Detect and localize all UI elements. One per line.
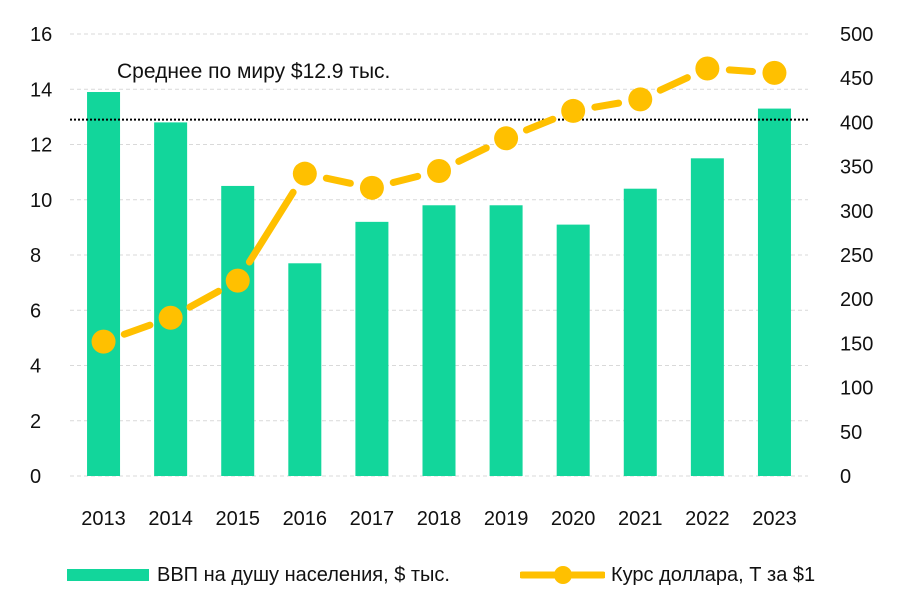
y-right-tick-label: 400 — [840, 112, 873, 134]
x-tick-label: 2015 — [215, 508, 260, 530]
legend-item-rate: Курс доллара, Т за $1 — [520, 560, 815, 590]
rate-point-2017 — [359, 175, 384, 200]
x-tick-label: 2023 — [752, 508, 797, 530]
rate-line-segment — [245, 188, 297, 266]
y-right-tick-label: 500 — [840, 24, 873, 46]
rate-point-2016 — [292, 161, 317, 186]
x-tick-label: 2019 — [484, 508, 529, 530]
x-tick-label: 2018 — [417, 508, 462, 530]
rate-line-segment — [120, 321, 154, 338]
y-left-tick-label: 8 — [30, 245, 41, 267]
bar-2018 — [422, 205, 456, 476]
bar-2023 — [757, 108, 791, 477]
y-left-tick-label: 16 — [30, 24, 52, 46]
x-tick-label: 2020 — [551, 508, 596, 530]
bar-2022 — [690, 158, 724, 476]
y-left-tick-label: 2 — [30, 411, 41, 433]
legend-swatch-bar — [67, 569, 149, 581]
bar-2020 — [556, 224, 590, 476]
bar-2013 — [87, 92, 121, 476]
rate-point-2014 — [158, 305, 183, 330]
y-left-tick-label: 6 — [30, 300, 41, 322]
bar-2021 — [623, 188, 657, 476]
rate-line-segment — [591, 99, 623, 111]
y-right-tick-label: 200 — [840, 289, 873, 311]
y-right-tick-label: 0 — [840, 466, 851, 488]
rate-point-2021 — [628, 87, 653, 112]
bar-2014 — [154, 122, 188, 477]
y-left-tick-label: 12 — [30, 135, 52, 157]
rate-line-segment — [725, 66, 757, 75]
x-tick-label: 2022 — [685, 508, 730, 530]
rate-point-2023 — [762, 60, 787, 85]
rate-point-2015 — [225, 268, 250, 293]
x-tick-label: 2014 — [148, 508, 193, 530]
x-tick-label: 2017 — [350, 508, 395, 530]
bar-2016 — [288, 263, 322, 476]
rate-point-2019 — [494, 126, 519, 151]
rate-line-segment — [455, 144, 490, 165]
y-right-tick-label: 300 — [840, 201, 873, 223]
y-right-tick-label: 350 — [840, 157, 873, 179]
world-average-label: Среднее по миру $12.9 тыс. — [117, 60, 390, 83]
rate-line-segment — [389, 172, 422, 186]
rate-point-2022 — [695, 56, 720, 81]
bar-2019 — [489, 205, 523, 476]
legend: ВВП на душу населения, $ тыс. Курс долла… — [0, 560, 902, 590]
bar-2015 — [221, 185, 255, 476]
rate-line-segment — [322, 174, 354, 187]
legend-swatch-line — [520, 566, 605, 584]
x-tick-label: 2013 — [81, 508, 126, 530]
rate-line-segment — [186, 287, 222, 311]
x-tick-label: 2016 — [283, 508, 328, 530]
y-right-tick-label: 150 — [840, 333, 873, 355]
rate-point-2013 — [91, 329, 116, 354]
rate-point-2020 — [561, 98, 586, 123]
y-left-tick-label: 0 — [30, 466, 41, 488]
y-right-tick-label: 50 — [840, 422, 862, 444]
y-left-tick-label: 4 — [30, 356, 41, 378]
x-tick-label: 2021 — [618, 508, 663, 530]
bar-2017 — [355, 221, 389, 476]
legend-item-gdp: ВВП на душу населения, $ тыс. — [67, 560, 450, 590]
rate-point-2018 — [427, 159, 451, 184]
legend-label-gdp: ВВП на душу населения, $ тыс. — [157, 563, 450, 586]
y-left-tick-label: 10 — [30, 190, 52, 212]
rate-line-segment — [522, 115, 557, 134]
y-right-tick-label: 100 — [840, 378, 873, 400]
rate-line-segment — [656, 74, 691, 94]
y-right-tick-label: 450 — [840, 68, 873, 90]
y-right-tick-label: 250 — [840, 245, 873, 267]
chart: 0 2 4 6 8 10 12 14 16 0 50 100 150 200 250 300 350 400 450… — [30, 24, 873, 530]
legend-label-rate: Курс доллара, Т за $1 — [611, 563, 816, 586]
y-left-tick-label: 14 — [30, 79, 52, 101]
